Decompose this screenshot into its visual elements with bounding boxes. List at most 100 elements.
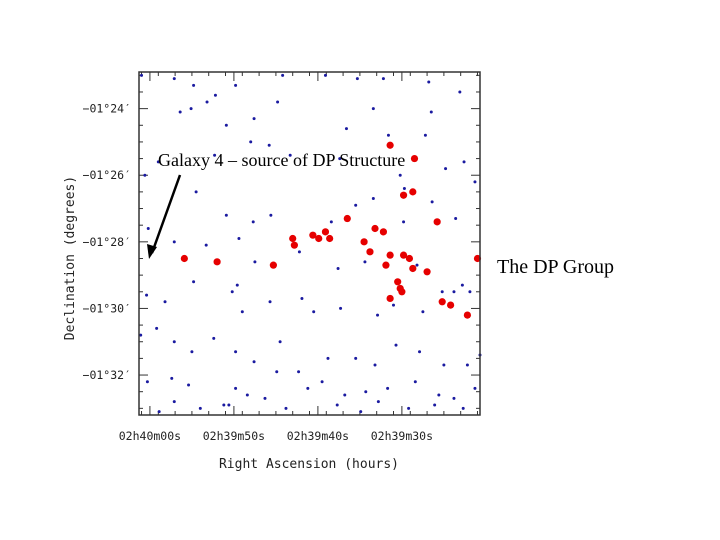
field-source-point <box>145 380 149 384</box>
y-tick-label: −01°30′ <box>83 301 131 315</box>
field-source-point <box>172 240 176 244</box>
y-tick-label: −01°28′ <box>83 235 131 249</box>
field-source-point <box>460 283 464 287</box>
field-source-point <box>427 80 431 84</box>
field-source-point <box>452 290 456 294</box>
group-galaxy-point <box>423 268 431 276</box>
field-source-point <box>234 350 238 354</box>
field-source-point <box>339 306 343 310</box>
field-source-point <box>190 350 194 354</box>
field-source-point <box>452 396 456 400</box>
field-source-point <box>386 133 390 137</box>
field-source-point <box>205 100 209 104</box>
field-source-point <box>359 410 363 414</box>
field-source-point <box>281 73 285 77</box>
field-source-point <box>386 386 390 390</box>
group-galaxy-point <box>290 241 298 249</box>
field-source-point <box>461 406 465 410</box>
field-source-point <box>336 266 340 270</box>
field-source-point <box>156 160 160 164</box>
field-source-point <box>312 310 316 314</box>
field-source-point <box>240 310 244 314</box>
field-source-point <box>194 190 198 194</box>
field-source-point <box>306 386 310 390</box>
field-source-point <box>245 393 249 397</box>
field-source-point <box>430 200 434 204</box>
group-galaxy-point <box>409 264 417 273</box>
field-source-point <box>198 406 202 410</box>
field-source-point <box>224 213 228 217</box>
field-source-point <box>139 333 143 337</box>
field-source-point <box>252 117 256 121</box>
field-source-point <box>473 180 477 184</box>
field-source-point <box>297 370 301 374</box>
field-source-point <box>323 73 327 77</box>
field-source-point <box>284 406 288 410</box>
field-source-point <box>155 326 159 330</box>
field-source-point <box>253 260 257 264</box>
field-source-point <box>320 380 324 384</box>
group-galaxy-point <box>269 261 277 269</box>
field-source-point <box>163 300 167 304</box>
annotation-arrow <box>147 174 182 259</box>
group-galaxy-point <box>399 251 408 259</box>
field-source-point <box>276 100 280 104</box>
group-galaxy-point <box>379 228 388 236</box>
group-galaxy-point <box>409 188 417 196</box>
field-source-point <box>172 340 176 344</box>
group-galaxy-point <box>398 288 406 296</box>
field-source-point <box>354 356 358 360</box>
points-layer <box>139 73 482 414</box>
field-source-point <box>252 360 256 364</box>
field-source-point <box>407 406 411 410</box>
field-source-point <box>371 107 375 111</box>
group-galaxy-point <box>386 141 394 149</box>
field-source-point <box>343 393 347 397</box>
field-source-point <box>157 410 161 414</box>
group-galaxy-point <box>315 234 323 243</box>
field-source-point <box>234 83 238 87</box>
field-source-point <box>251 220 255 224</box>
group-galaxy-point <box>326 234 334 243</box>
field-source-point <box>465 363 469 367</box>
field-source-point <box>423 133 427 137</box>
group-galaxy-point <box>343 214 351 223</box>
field-source-point <box>421 310 425 314</box>
field-source-point <box>263 396 267 400</box>
field-source-point <box>437 393 441 397</box>
x-tick-label: 02h39m30s <box>371 429 433 443</box>
field-source-point <box>172 400 176 404</box>
field-source-point <box>170 376 174 380</box>
field-source-point <box>213 93 217 97</box>
group-galaxy-point <box>386 294 394 303</box>
field-source-point <box>234 386 238 390</box>
y-tick-label: −01°26′ <box>83 168 131 182</box>
field-source-point <box>146 227 150 231</box>
group-galaxy-point <box>289 234 297 243</box>
group-galaxy-point <box>438 298 446 306</box>
field-source-point <box>402 187 406 191</box>
field-source-point <box>172 77 176 81</box>
field-source-point <box>354 203 358 207</box>
field-source-point <box>230 290 234 294</box>
field-source-point <box>297 250 301 254</box>
y-tick-label: −01°24′ <box>83 102 131 116</box>
field-source-point <box>364 390 368 394</box>
group-galaxy-point <box>309 231 317 239</box>
field-source-point <box>398 173 402 177</box>
field-source-point <box>376 400 380 404</box>
group-galaxy-point <box>213 258 221 266</box>
group-galaxy-point <box>410 154 419 163</box>
x-tick-label: 02h39m50s <box>203 429 265 443</box>
field-source-point <box>371 197 375 201</box>
group-galaxy-point <box>447 301 455 309</box>
field-source-point <box>268 300 272 304</box>
field-source-point <box>140 73 144 77</box>
group-galaxy-point <box>399 191 408 199</box>
field-source-point <box>429 110 433 114</box>
field-source-point <box>178 110 182 114</box>
field-source-point <box>326 356 330 360</box>
x-axis-label: Right Ascension (hours) <box>219 457 399 472</box>
field-source-point <box>454 217 458 221</box>
